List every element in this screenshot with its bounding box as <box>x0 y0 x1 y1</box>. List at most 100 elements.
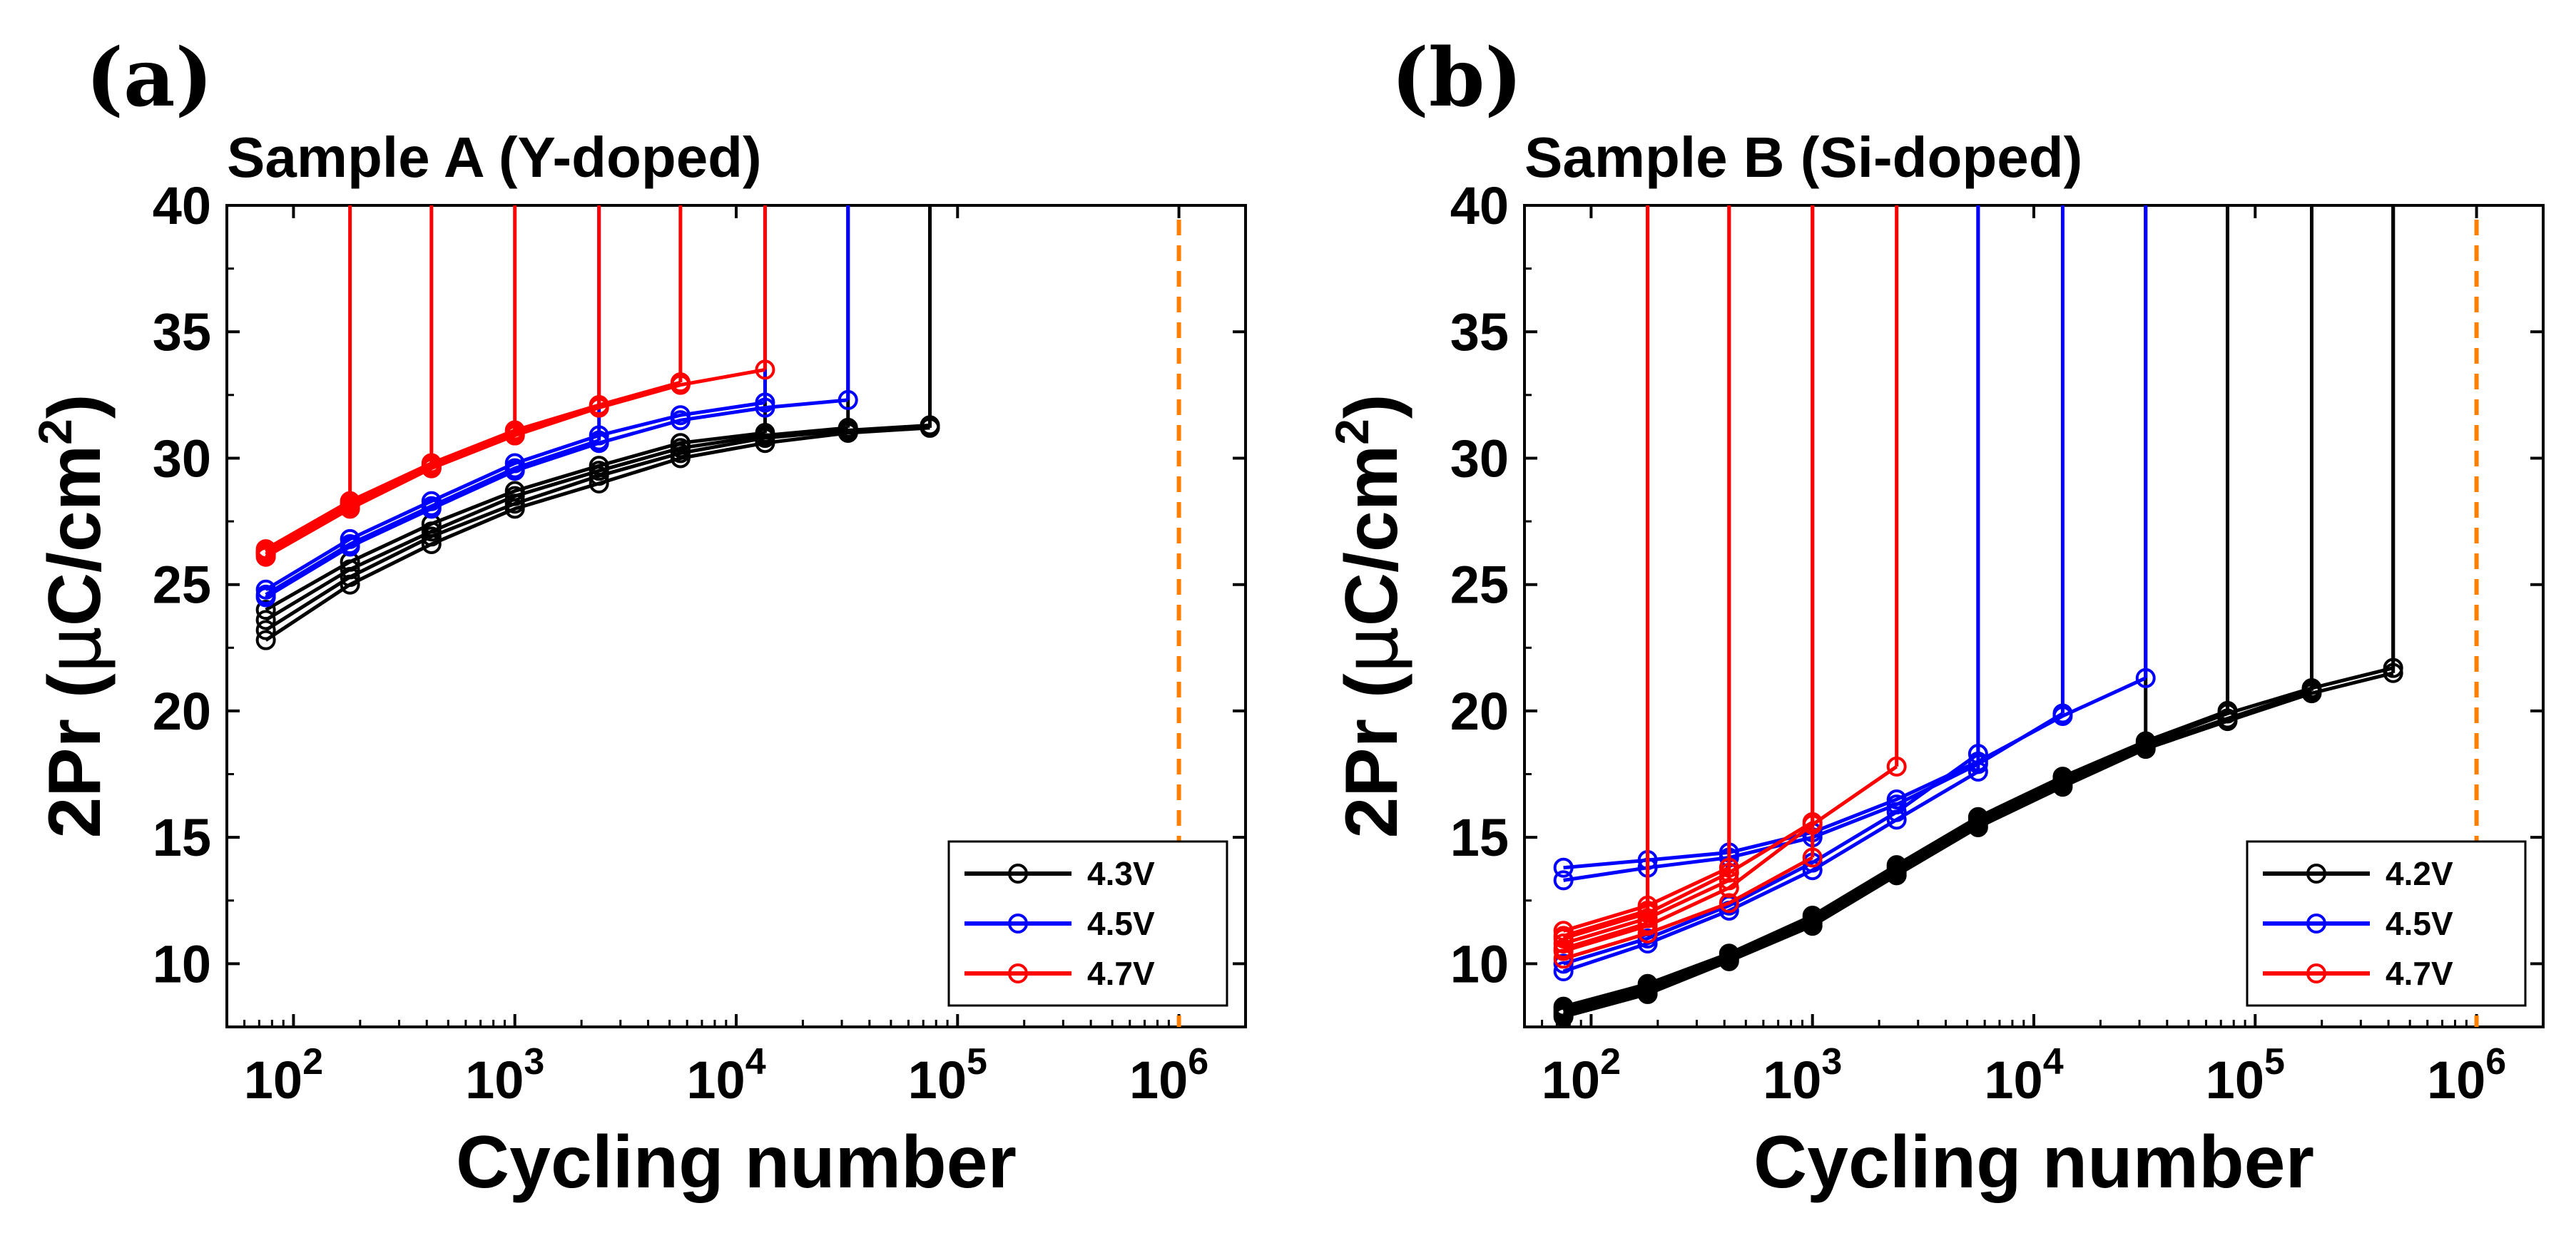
y-tick-label: 35 <box>153 302 211 362</box>
data-point <box>255 630 276 650</box>
legend-swatch-marker <box>1008 914 1028 933</box>
series-line <box>265 426 930 642</box>
legend-label: 4.5V <box>2386 905 2453 942</box>
chart-panel-a: (a)Sample A (Y-doped) 10 15 20 25 30 35 40 102 10… <box>29 31 1247 1204</box>
data-point <box>504 481 525 501</box>
x-tick-label: 105 <box>908 1041 987 1110</box>
legend-swatch-marker <box>2306 864 2326 884</box>
y-axis: 10 15 20 25 30 35 40 <box>1450 176 2543 1028</box>
data-point <box>670 372 691 393</box>
legend-label: 4.3V <box>1087 855 1155 892</box>
x-tick-label: 102 <box>244 1041 323 1110</box>
panel-label: (b) <box>1391 31 1522 125</box>
legend: 4.3V 4.5V 4.7V <box>947 840 1228 1007</box>
data-point <box>1553 926 1574 946</box>
y-tick-label: 40 <box>1450 176 1509 235</box>
data-point <box>1553 870 1574 891</box>
plot-area <box>255 205 940 650</box>
data-point <box>255 600 276 620</box>
series-line <box>1562 921 1649 951</box>
series-line <box>265 504 351 556</box>
legend-label: 4.7V <box>1087 955 1155 992</box>
data-point <box>2052 772 2073 792</box>
data-point <box>838 389 858 410</box>
y-axis: 10 15 20 25 30 35 40 <box>153 176 1246 1028</box>
panel-label: (a) <box>86 31 213 125</box>
series-line <box>265 426 848 622</box>
series-line <box>265 401 765 591</box>
plot-area <box>1553 205 2403 1027</box>
data-point <box>2301 680 2322 701</box>
y-tick-label: 10 <box>1450 934 1509 993</box>
x-tick-label: 103 <box>1763 1041 1842 1110</box>
legend-swatch-marker <box>2306 914 2326 933</box>
series-4.7V <box>1553 205 1907 969</box>
y-tick-label: 40 <box>153 176 211 235</box>
series-line <box>265 423 930 632</box>
series-4.7V <box>255 205 775 567</box>
y-axis-label: 2Pr (μC/cm2) <box>29 394 118 838</box>
series-line <box>1562 769 1980 973</box>
data-point <box>1553 948 1574 969</box>
y-tick-label: 30 <box>153 429 211 488</box>
data-point <box>755 392 775 413</box>
data-point <box>1802 911 1823 931</box>
data-point <box>1886 809 1907 830</box>
y-tick-label: 10 <box>153 934 211 993</box>
data-point <box>1802 860 1823 881</box>
data-point <box>1553 938 1574 959</box>
data-point <box>1553 961 1574 982</box>
data-point <box>670 405 691 426</box>
data-point <box>755 359 775 380</box>
series-4.5V <box>1553 205 2156 982</box>
series-line <box>1562 666 2394 1011</box>
data-point <box>255 610 276 630</box>
y-axis-label: 2Pr (μC/cm2) <box>1325 394 1415 838</box>
data-point <box>504 458 525 479</box>
data-point <box>421 456 442 476</box>
legend-label: 4.7V <box>2386 955 2453 992</box>
data-point <box>2383 658 2403 678</box>
y-tick-label: 15 <box>153 808 211 867</box>
series-line <box>1562 820 1813 941</box>
y-tick-label: 20 <box>153 682 211 741</box>
y-tick-label: 20 <box>1450 682 1509 741</box>
series-line <box>1562 856 1813 961</box>
x-axis-label: Cycling number <box>456 1121 1017 1204</box>
data-point <box>421 496 442 516</box>
data-point <box>1886 756 1907 777</box>
series-line <box>265 431 765 612</box>
data-point <box>340 533 360 554</box>
series-line <box>265 380 681 551</box>
data-point <box>255 620 276 640</box>
x-tick-label: 104 <box>686 1041 765 1110</box>
data-point <box>2052 703 2073 724</box>
y-tick-label: 25 <box>153 556 211 615</box>
data-point <box>1553 857 1574 878</box>
data-point <box>255 584 276 605</box>
data-point <box>2135 736 2156 757</box>
legend-label: 4.5V <box>1087 905 1155 942</box>
chart-title: Sample A (Y-doped) <box>227 126 762 189</box>
series-line <box>265 434 516 558</box>
data-point <box>255 544 276 565</box>
chart-title: Sample B (Si-doped) <box>1524 126 2082 189</box>
data-point <box>1637 978 1658 999</box>
y-tick-label: 15 <box>1450 808 1509 867</box>
data-point <box>340 496 360 516</box>
y-tick-label: 30 <box>1450 429 1509 488</box>
data-point <box>1719 893 1739 914</box>
data-point <box>1637 913 1658 933</box>
data-point <box>1967 761 1988 782</box>
x-axis-label: Cycling number <box>1753 1121 2314 1204</box>
data-point <box>1719 948 1739 969</box>
data-point <box>589 430 609 451</box>
series-line <box>1562 752 1980 966</box>
data-point <box>589 397 609 418</box>
x-tick-label: 106 <box>1129 1041 1208 1110</box>
data-point <box>1719 870 1739 891</box>
y-tick-label: 25 <box>1450 556 1509 615</box>
data-point <box>2135 667 2156 688</box>
